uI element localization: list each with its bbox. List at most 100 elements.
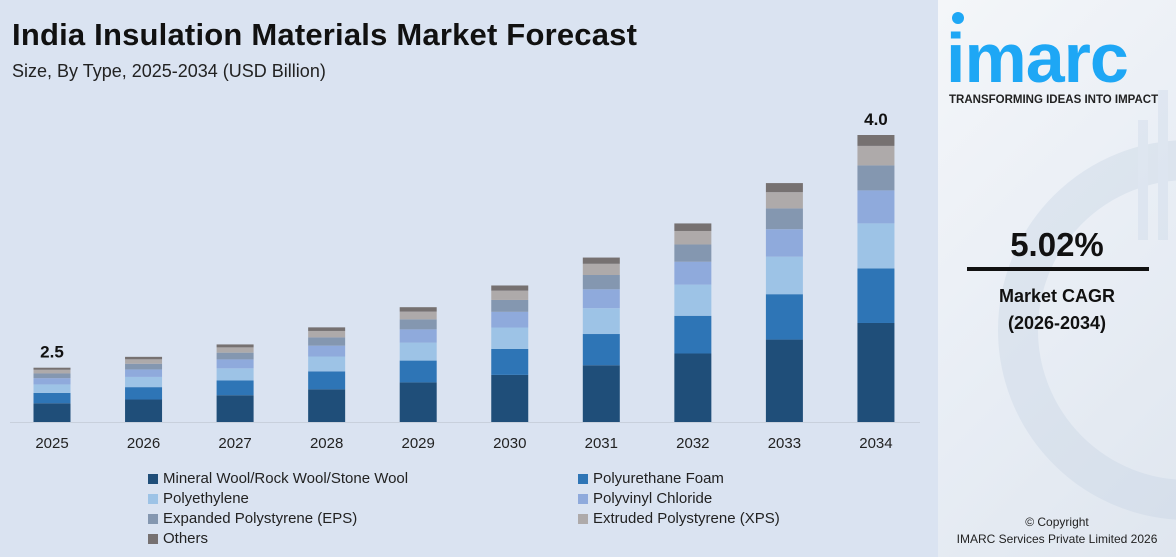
legend-label: Mineral Wool/Rock Wool/Stone Wool [163,470,409,487]
bar-segment-2034-2 [857,223,895,269]
bar-segment-2034-0 [857,322,895,422]
legend-label: Polyvinyl Chloride [593,490,713,507]
legend-item: Polyethylene [148,490,249,508]
bar-segment-2030-0 [491,374,529,422]
data-label: 4.0 [864,110,888,129]
cagr-period: (2026-2034) [1007,313,1107,333]
x-tick-label: 2026 [127,435,160,452]
bar-segment-2026-5 [125,359,163,364]
bar-segment-2030-5 [491,290,529,300]
bar-segment-2032-5 [674,230,712,245]
bar-segment-2027-2 [216,368,254,381]
copyright-company: IMARC Services Private Limited 2026 [956,532,1158,546]
cagr-label: Market CAGR (2026-2034) [938,283,1176,337]
bar-segment-2029-1 [399,360,437,383]
bar-segment-2028-1 [308,371,346,390]
bar-segment-2028-2 [308,356,346,372]
copyright: © Copyright IMARC Services Private Limit… [938,514,1176,548]
legend-label: Extruded Polystyrene (XPS) [593,510,780,527]
bar-segment-2034-3 [857,190,895,224]
bar-segment-2027-6 [216,344,254,348]
bar-segment-2033-3 [765,229,803,257]
bar-segment-2031-2 [582,308,620,335]
logo-dot [952,12,964,24]
legend-label: Polyethylene [163,490,249,507]
bar-segment-2030-1 [491,348,529,375]
bar-segment-2025-2 [33,384,71,393]
bar-segment-2031-5 [582,263,620,275]
bar-segment-2025-5 [33,369,71,374]
bar-segment-2028-5 [308,330,346,338]
bar-segment-2027-0 [216,395,254,422]
bar-segment-2031-6 [582,257,620,264]
brand-panel: imarc TRANSFORMING IDEAS INTO IMPACT 5.0… [938,0,1176,557]
bar-segment-2029-2 [399,342,437,361]
bar-segment-2032-3 [674,261,712,285]
cagr-label-text: Market CAGR [998,286,1116,306]
legend-item: Others [148,530,208,548]
x-tick-label: 2025 [35,435,68,452]
bar-segment-2032-6 [674,223,712,231]
bar-segment-2032-0 [674,353,712,422]
legend-swatch [148,494,158,504]
x-tick-label: 2034 [859,435,892,452]
x-tick-label: 2028 [310,435,343,452]
bar-segment-2032-2 [674,284,712,316]
bar-segment-2031-0 [582,365,620,422]
bar-segment-2031-3 [582,289,620,309]
bar-segment-2025-4 [33,373,71,379]
copyright-text: © Copyright [1025,515,1089,529]
bar-segment-2028-6 [308,327,346,331]
bar-segment-2031-1 [582,334,620,366]
bar-segment-2027-3 [216,359,254,369]
bar-segment-2031-4 [582,274,620,290]
bar-segment-2026-1 [125,387,163,400]
bar-segment-2025-1 [33,392,71,404]
legend-item: Mineral Wool/Rock Wool/Stone Wool [148,470,408,488]
x-tick-label: 2030 [493,435,526,452]
x-tick-label: 2029 [402,435,435,452]
bar-segment-2025-0 [33,403,71,422]
stacked-bar-chart: 2025 2.5 2026 2027 2028 2029 2030 2031 2032 2033 2… [10,110,920,452]
bar-segment-2026-4 [125,363,163,370]
legend-swatch [148,514,158,524]
chart-title: India Insulation Materials Market Foreca… [12,17,638,52]
bar-segment-2034-1 [857,268,895,323]
bar-segment-2030-2 [491,327,529,349]
bar-segment-2033-0 [765,339,803,422]
bar-segment-2030-3 [491,311,529,328]
legend-swatch [148,474,158,484]
bar-segment-2030-6 [491,285,529,291]
bar-segment-2027-4 [216,352,254,360]
cagr-value: 5.02% [1010,226,1104,263]
x-tick-label: 2027 [218,435,251,452]
bar-segment-2026-2 [125,376,163,388]
bar-segment-2028-0 [308,389,346,422]
bar-segment-2026-3 [125,369,163,377]
data-label: 2.5 [40,343,64,362]
x-tick-label: 2031 [585,435,618,452]
legend-label: Others [163,530,209,547]
bar-segment-2028-4 [308,337,346,346]
bar-segment-2029-5 [399,311,437,320]
legend-item: Polyvinyl Chloride [578,490,712,508]
legend-item: Extruded Polystyrene (XPS) [578,510,780,528]
bar-segment-2029-3 [399,329,437,343]
legend-item: Expanded Polystyrene (EPS) [148,510,357,528]
bar-segment-2029-6 [399,307,437,312]
bar-segment-2033-5 [765,192,803,209]
bar-segment-2034-5 [857,145,895,166]
imarc-logo: imarc [946,19,1129,97]
bar-segment-2027-5 [216,347,254,353]
legend-item: Polyurethane Foam [578,470,724,488]
bar-segment-2034-6 [857,135,895,146]
bar-segment-2028-3 [308,345,346,357]
bar-segment-2029-0 [399,382,437,422]
bar-segment-2032-4 [674,244,712,262]
bar-segment-2033-1 [765,294,803,340]
chart-panel: India Insulation Materials Market Foreca… [10,17,920,548]
x-tick-label: 2032 [676,435,709,452]
bar-segment-2027-1 [216,380,254,396]
bar-segment-2033-6 [765,183,803,193]
bar-segment-2030-4 [491,299,529,312]
